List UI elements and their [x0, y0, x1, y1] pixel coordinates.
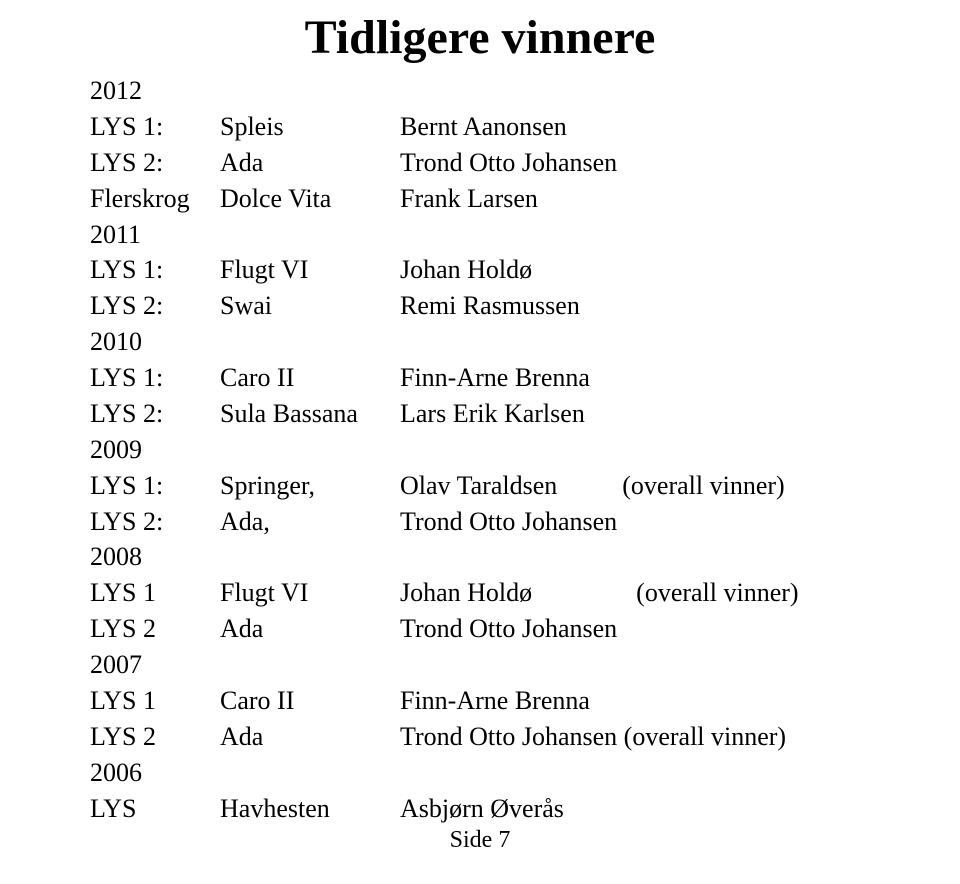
year-label: 2010 — [90, 324, 220, 360]
result-row: FlerskrogDolce VitaFrank Larsen — [90, 181, 870, 217]
result-row: LYS 2AdaTrond Otto Johansen — [90, 611, 870, 647]
year-label: 2011 — [90, 217, 220, 253]
class-label: LYS 2: — [90, 145, 220, 181]
result-row: LYS 2:AdaTrond Otto Johansen — [90, 145, 870, 181]
year-label: 2009 — [90, 432, 220, 468]
class-label: LYS 2 — [90, 611, 220, 647]
class-label: LYS 1 — [90, 683, 220, 719]
skipper-name: Frank Larsen — [400, 181, 870, 217]
class-label: LYS 2: — [90, 288, 220, 324]
year-row: 2011 — [90, 217, 870, 253]
result-row: LYSHavhestenAsbjørn Øverås — [90, 791, 870, 827]
boat-name: Swai — [220, 288, 400, 324]
result-row: LYS 2:Sula BassanaLars Erik Karlsen — [90, 396, 870, 432]
boat-name: Sula Bassana — [220, 396, 400, 432]
boat-name: Ada — [220, 145, 400, 181]
class-label: LYS — [90, 791, 220, 827]
year-row: 2010 — [90, 324, 870, 360]
class-label: LYS 1: — [90, 252, 220, 288]
boat-name: Ada, — [220, 504, 400, 540]
page-title: Tidligere vinnere — [90, 10, 870, 65]
class-label: LYS 2: — [90, 504, 220, 540]
boat-name: Springer, — [220, 468, 400, 504]
result-row: LYS 1:SpleisBernt Aanonsen — [90, 109, 870, 145]
boat-name: Ada — [220, 719, 400, 755]
boat-name: Flugt VI — [220, 252, 400, 288]
boat-name: Flugt VI — [220, 575, 400, 611]
page: Tidligere vinnere 2012LYS 1:SpleisBernt … — [0, 0, 960, 884]
boat-name: Spleis — [220, 109, 400, 145]
result-row: LYS 1Caro IIFinn-Arne Brenna — [90, 683, 870, 719]
year-row: 2008 — [90, 539, 870, 575]
result-row: LYS 2:Ada,Trond Otto Johansen — [90, 504, 870, 540]
skipper-name: Olav Taraldsen (overall vinner) — [400, 468, 870, 504]
winners-list: 2012LYS 1:SpleisBernt AanonsenLYS 2:AdaT… — [90, 73, 870, 826]
year-row: 2009 — [90, 432, 870, 468]
year-row: 2012 — [90, 73, 870, 109]
class-label: LYS 1: — [90, 360, 220, 396]
year-row: 2006 — [90, 755, 870, 791]
skipper-name: Asbjørn Øverås — [400, 791, 870, 827]
result-row: LYS 2AdaTrond Otto Johansen (overall vin… — [90, 719, 870, 755]
boat-name: Havhesten — [220, 791, 400, 827]
year-row: 2007 — [90, 647, 870, 683]
result-row: LYS 1:Caro IIFinn-Arne Brenna — [90, 360, 870, 396]
skipper-name: Lars Erik Karlsen — [400, 396, 870, 432]
boat-name: Ada — [220, 611, 400, 647]
class-label: LYS 2: — [90, 396, 220, 432]
skipper-name: Trond Otto Johansen — [400, 504, 870, 540]
skipper-name: Trond Otto Johansen (overall vinner) — [400, 719, 870, 755]
boat-name: Dolce Vita — [220, 181, 400, 217]
skipper-name: Bernt Aanonsen — [400, 109, 870, 145]
result-row: LYS 2:SwaiRemi Rasmussen — [90, 288, 870, 324]
skipper-name: Johan Holdø (overall vinner) — [400, 575, 870, 611]
year-label: 2007 — [90, 647, 220, 683]
result-row: LYS 1Flugt VIJohan Holdø (overall vinner… — [90, 575, 870, 611]
class-label: LYS 1: — [90, 109, 220, 145]
class-label: LYS 1: — [90, 468, 220, 504]
class-label: LYS 2 — [90, 719, 220, 755]
skipper-name: Johan Holdø — [400, 252, 870, 288]
skipper-name: Finn-Arne Brenna — [400, 683, 870, 719]
boat-name: Caro II — [220, 360, 400, 396]
year-label: 2012 — [90, 73, 220, 109]
class-label: Flerskrog — [90, 181, 220, 217]
boat-name: Caro II — [220, 683, 400, 719]
skipper-name: Finn-Arne Brenna — [400, 360, 870, 396]
year-label: 2008 — [90, 539, 220, 575]
skipper-name: Trond Otto Johansen — [400, 611, 870, 647]
skipper-name: Remi Rasmussen — [400, 288, 870, 324]
page-footer: Side 7 — [0, 827, 960, 854]
class-label: LYS 1 — [90, 575, 220, 611]
year-label: 2006 — [90, 755, 220, 791]
skipper-name: Trond Otto Johansen — [400, 145, 870, 181]
result-row: LYS 1:Flugt VIJohan Holdø — [90, 252, 870, 288]
result-row: LYS 1:Springer,Olav Taraldsen (overall v… — [90, 468, 870, 504]
